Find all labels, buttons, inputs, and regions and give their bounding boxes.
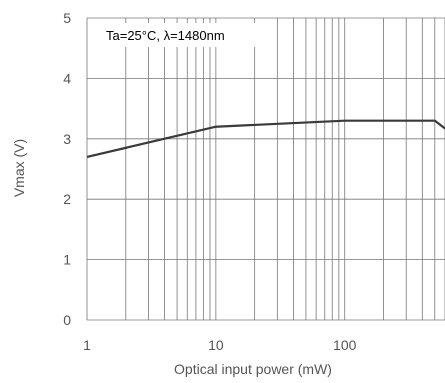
y-tick-label: 2	[63, 191, 71, 207]
x-tick-label: 100	[333, 337, 357, 353]
y-tick-label: 0	[63, 312, 71, 328]
x-axis-label: Optical input power (mW)	[174, 361, 332, 377]
y-tick-label: 1	[63, 252, 71, 268]
series-layer	[86, 119, 445, 158]
annotation-label: Ta=25°C, λ=1480nm	[106, 28, 225, 43]
x-tick-label: 1	[83, 337, 91, 353]
y-tick-label: 4	[63, 70, 71, 86]
y-tick-label: 3	[63, 131, 71, 147]
grid-layer	[86, 17, 445, 321]
y-tick-label: 5	[63, 10, 71, 26]
annotation-background	[96, 23, 274, 47]
annotation-layer: Ta=25°C, λ=1480nm	[96, 23, 274, 47]
y-axis-label: Vmax (V)	[11, 139, 27, 197]
series-line	[86, 119, 445, 158]
x-tick-label: 10	[208, 337, 224, 353]
